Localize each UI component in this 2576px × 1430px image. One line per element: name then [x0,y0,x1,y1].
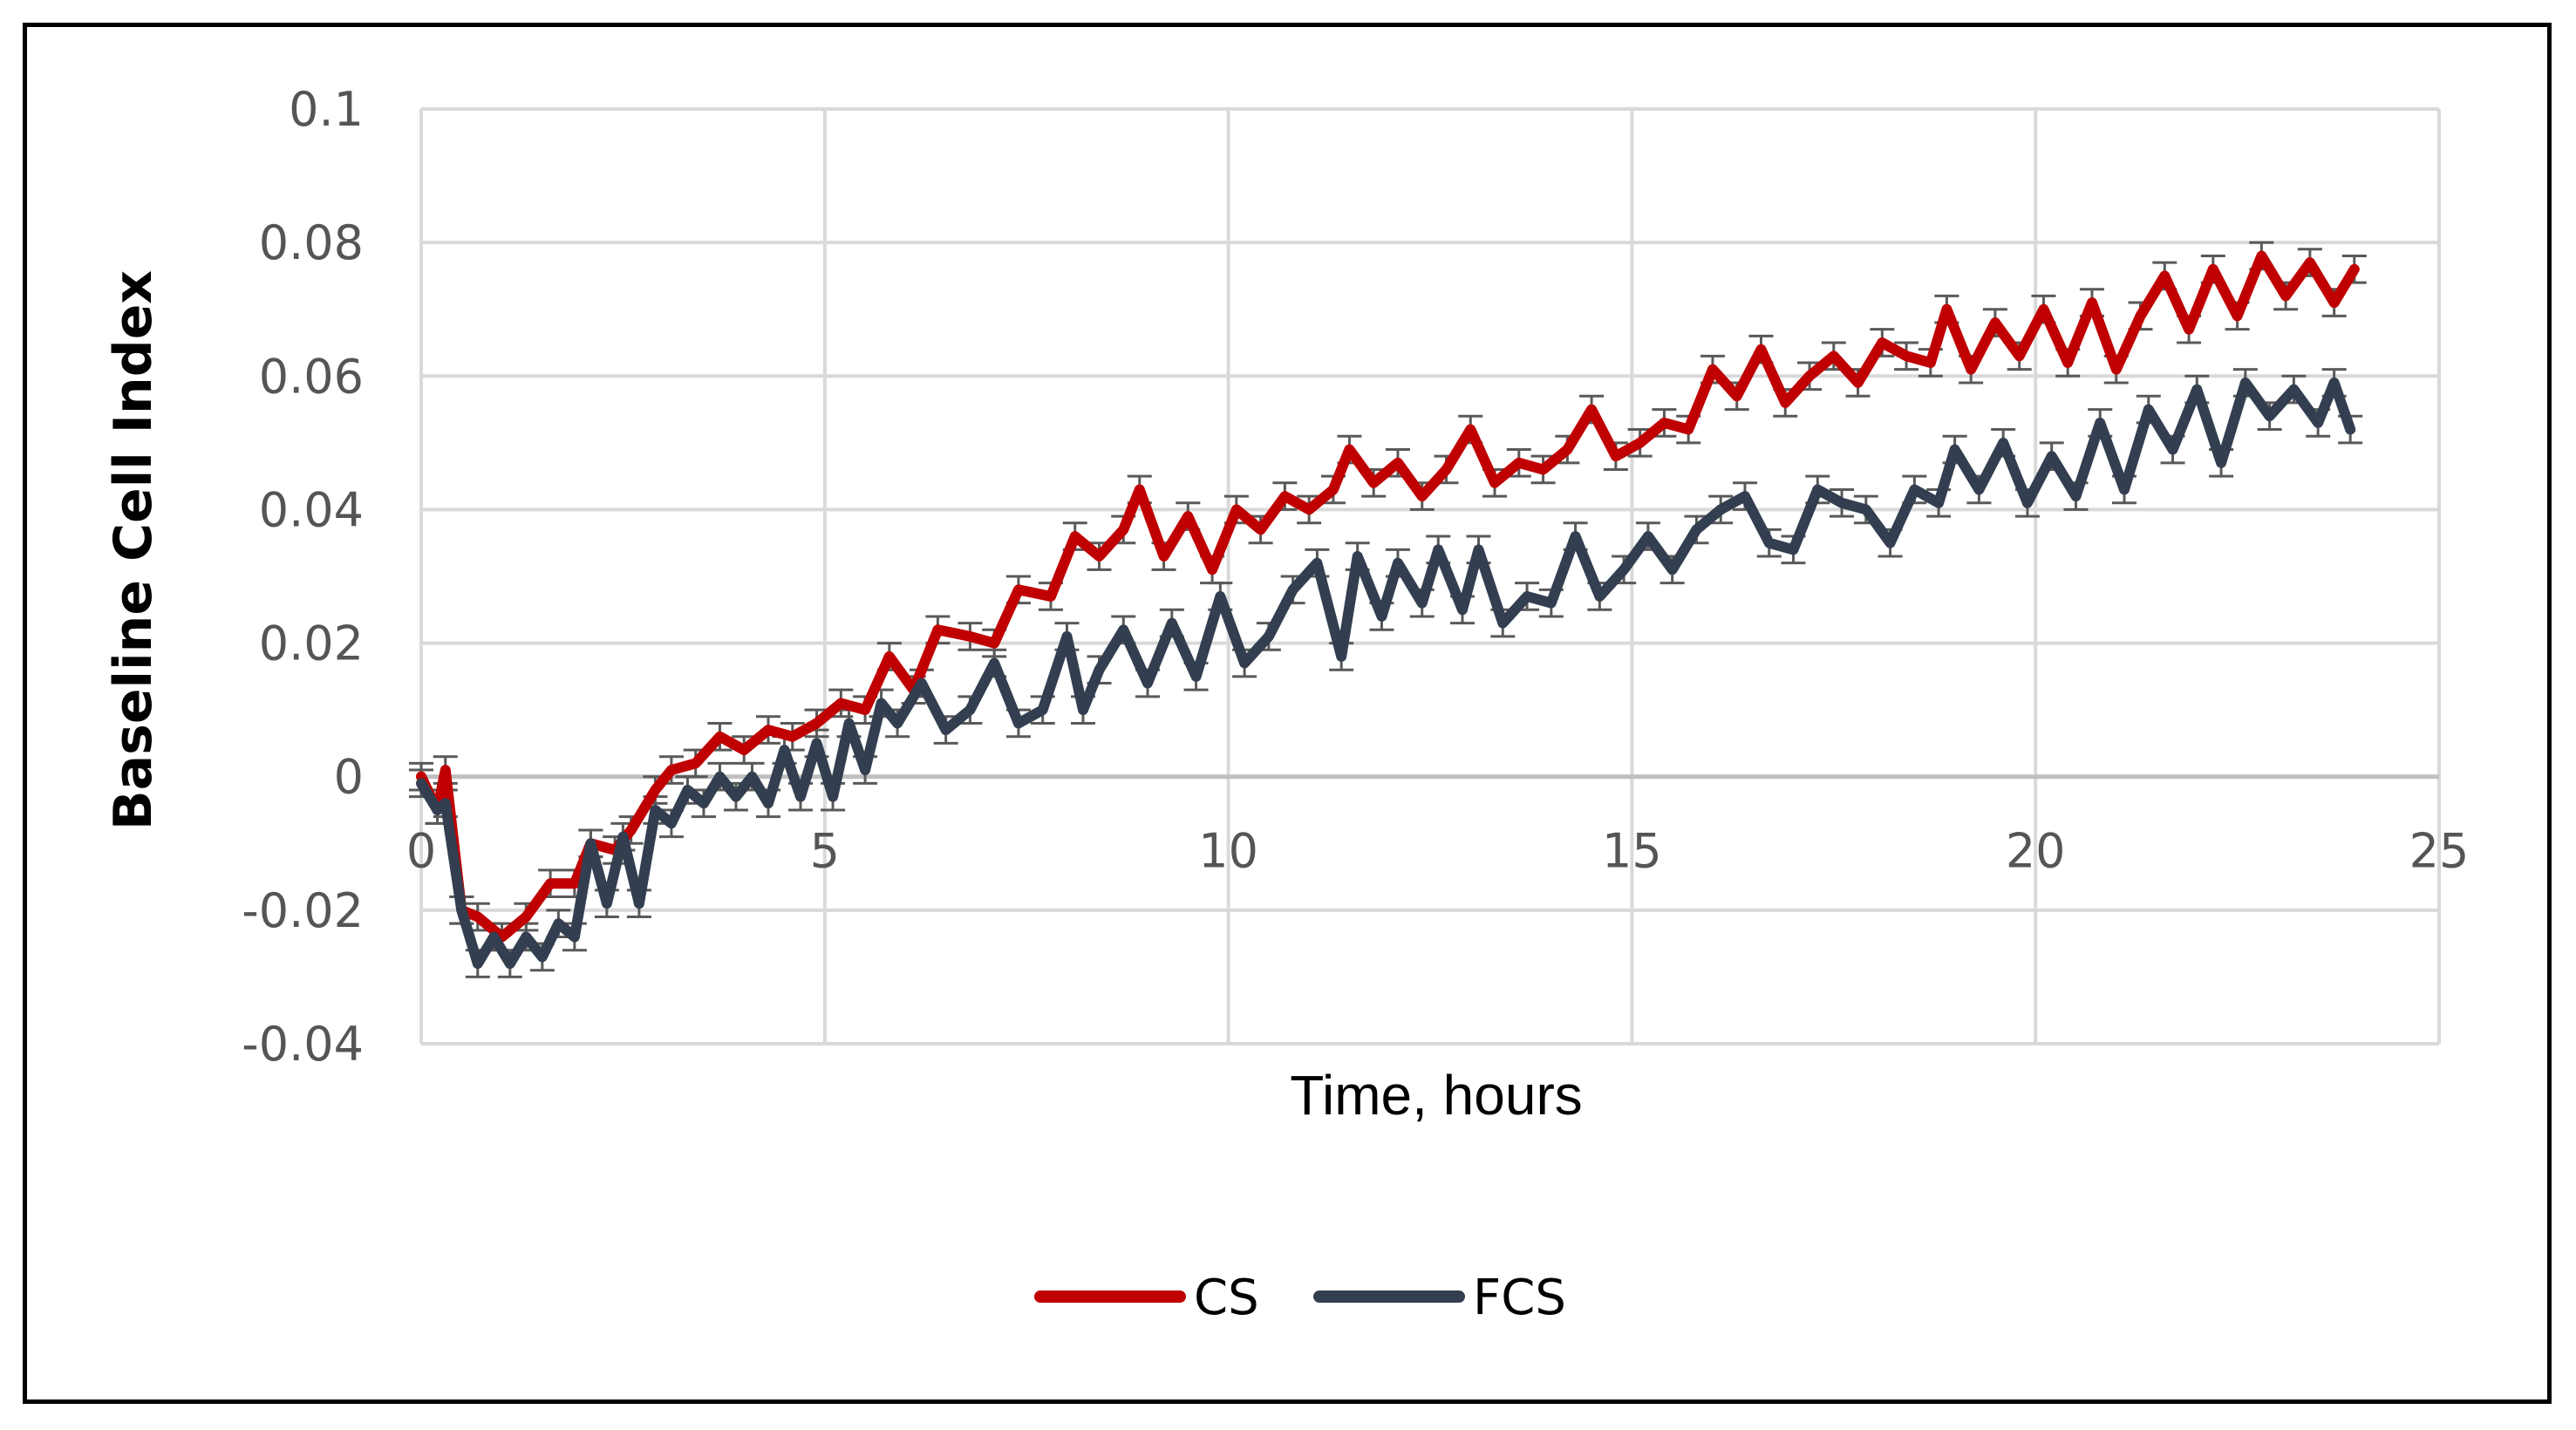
x-tick-label: 25 [2409,824,2470,879]
y-tick-label: -0.02 [242,883,364,938]
y-tick-label: 0.02 [259,616,364,671]
x-tick-label: 0 [406,824,436,879]
y-axis-title: Baseline Cell Index [103,270,164,830]
y-tick-label: 0.08 [259,215,364,270]
y-tick-labels: -0.04 -0.02 0 0.02 0.04 0.06 0.08 0.1 [242,82,364,1072]
chart-frame: -0.04 -0.02 0 0.02 0.04 0.06 0.08 0.1 0 5 10 15 20 2… [23,23,2552,1404]
series-lines [416,250,2360,970]
x-tick-labels: 0 5 10 15 20 25 [406,824,2470,879]
x-axis-title: Time, hours [1290,1064,1583,1127]
x-tick-label: 15 [1602,824,1662,879]
grid-lines [419,107,2441,1045]
legend: CS FCS [1034,1270,1566,1326]
y-tick-label: 0 [334,750,364,805]
x-tick-label: 10 [1198,824,1258,879]
x-tick-label: 5 [810,824,840,879]
series-line-cs [416,250,2360,943]
y-tick-label: 0.04 [259,482,364,537]
legend-label-cs: CS [1194,1270,1259,1326]
y-tick-label: -0.04 [242,1017,364,1072]
y-tick-label: 0.1 [289,82,364,137]
chart-canvas: -0.04 -0.02 0 0.02 0.04 0.06 0.08 0.1 0 5 10 15 20 2… [103,82,2470,1326]
legend-label-fcs: FCS [1473,1270,1566,1326]
y-tick-label: 0.06 [259,349,364,404]
series-line-fcs [416,377,2356,970]
x-tick-label: 20 [2006,824,2066,879]
